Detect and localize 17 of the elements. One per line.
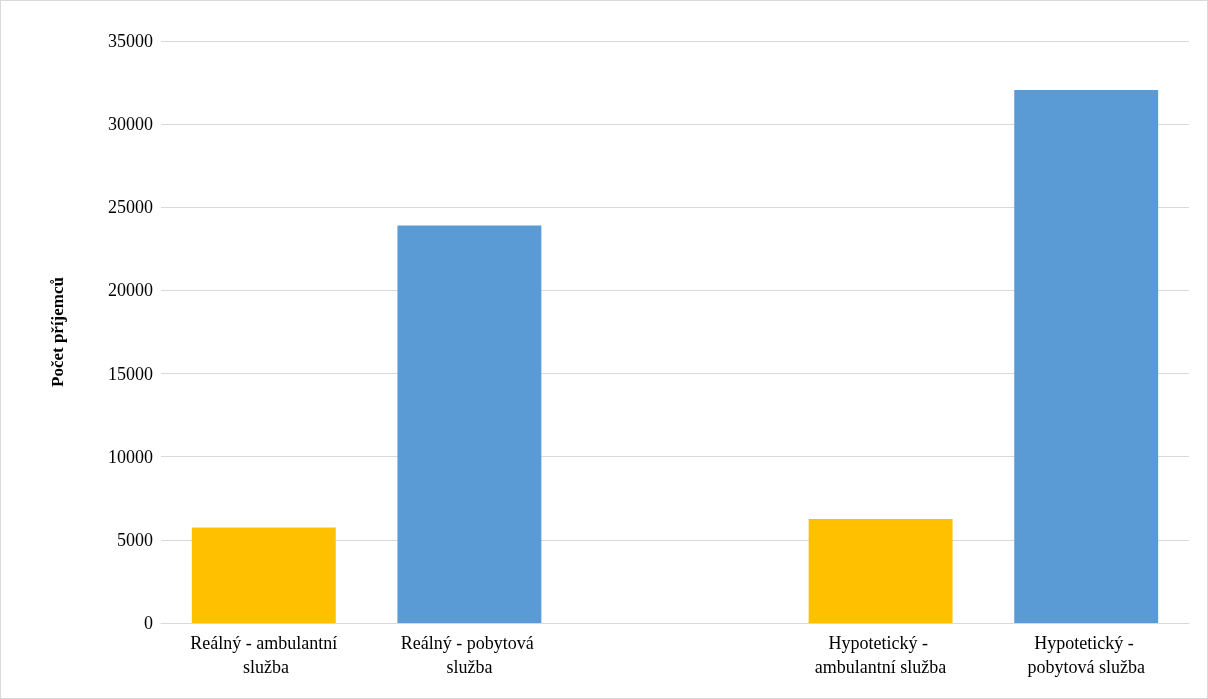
y-axis-title: Počet příjemců — [48, 277, 67, 387]
y-tick-label: 25000 — [108, 197, 153, 218]
y-tick-label: 0 — [144, 613, 153, 633]
bar — [191, 527, 336, 623]
bar — [397, 225, 542, 623]
bar — [1014, 90, 1159, 623]
y-tick-label: 30000 — [108, 114, 153, 135]
x-tick-label: Reálný - ambulantní služba — [190, 633, 338, 677]
y-tick-label: 5000 — [117, 529, 153, 550]
x-tick-label: Reálný - pobytová služba — [400, 633, 539, 677]
bar — [808, 519, 953, 623]
x-tick-label: Hypotetický - ambulantní služba — [814, 633, 947, 677]
y-tick-label: 35000 — [108, 31, 153, 51]
y-tick-label: 20000 — [108, 280, 153, 301]
y-tick-label: 15000 — [108, 363, 153, 384]
x-tick-label: Hypotetický - pobytová služba — [1027, 633, 1145, 677]
y-tick-label: 10000 — [108, 446, 153, 467]
